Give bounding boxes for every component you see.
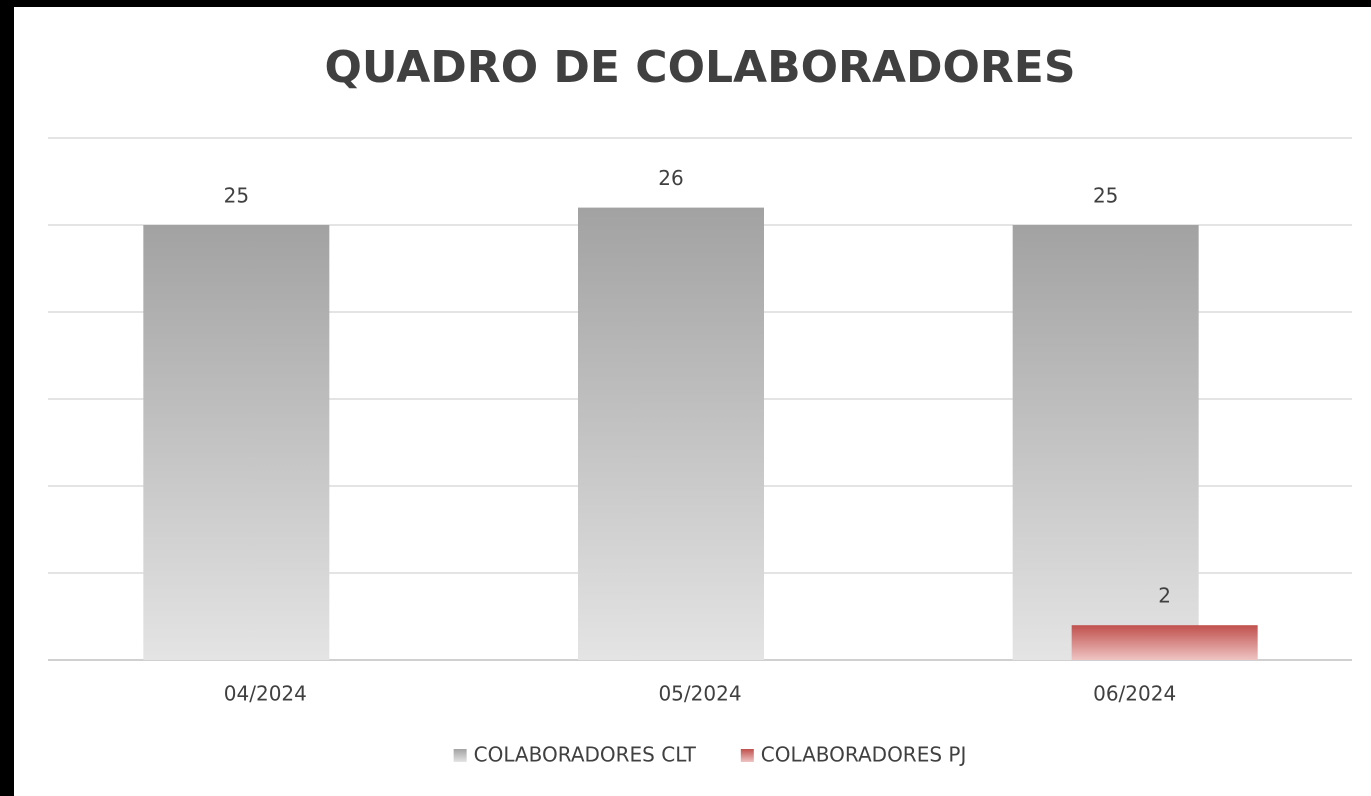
data-label: 2 xyxy=(1158,584,1171,608)
legend-label: COLABORADORES PJ xyxy=(761,743,967,767)
legend-label: COLABORADORES CLT xyxy=(474,743,697,767)
data-label: 25 xyxy=(1093,184,1118,208)
data-label: 26 xyxy=(658,166,683,190)
legend-swatch xyxy=(740,749,754,762)
bar xyxy=(1071,625,1258,660)
x-tick-label: 04/2024 xyxy=(224,682,307,706)
bar xyxy=(1012,225,1199,660)
chart-title: QUADRO DE COLABORADORES xyxy=(324,42,1075,93)
bar xyxy=(578,207,764,660)
x-tick-label: 05/2024 xyxy=(658,682,741,706)
data-label: 25 xyxy=(224,184,249,208)
x-tick-label: 06/2024 xyxy=(1093,682,1176,706)
legend-swatch xyxy=(453,749,467,762)
bar xyxy=(143,225,330,660)
